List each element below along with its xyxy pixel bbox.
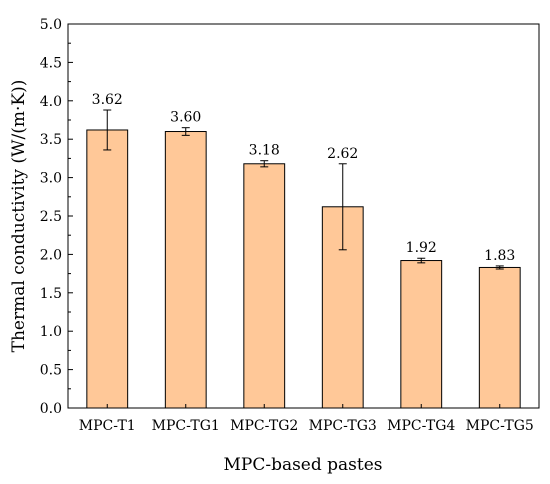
bars: 3.62 3.60 3.18 2.62 1.92 1.83	[86, 92, 521, 409]
category-labels: MPC-T1 MPC-TG1 MPC-TG2 MPC-TG3 MPC-TG4 MPC-TG…	[79, 404, 534, 434]
bar-mpc-t1	[86, 129, 129, 409]
data-label: 3.62	[92, 92, 123, 108]
error-bar	[181, 127, 190, 136]
data-label: 3.18	[249, 143, 280, 159]
data-label: 2.62	[327, 146, 358, 162]
y-axis-ticks: 0.0 0.5 1.0 1.5 2.0 2.5 3.0 3.5 4.0 4.5 5.0	[40, 17, 73, 417]
y-tick-label: 4.5	[40, 55, 62, 71]
bar-mpc-tg5	[478, 266, 521, 409]
bar-mpc-tg2	[243, 163, 286, 409]
plot-frame	[67, 23, 540, 409]
y-tick-label: 1.0	[40, 324, 62, 340]
error-bar	[338, 163, 347, 251]
category-label: MPC-T1	[79, 418, 136, 434]
y-tick-label: 0.5	[40, 363, 62, 379]
category-label: MPC-TG2	[230, 418, 298, 434]
category-label: MPC-TG4	[387, 418, 455, 434]
error-bar	[103, 109, 112, 151]
data-label: 3.60	[170, 110, 201, 126]
error-bar	[417, 257, 426, 264]
category-label: MPC-TG1	[152, 418, 220, 434]
bar-mpc-tg4	[400, 260, 443, 409]
y-axis-title: Thermal conductivity (W/(m·K))	[9, 80, 29, 353]
category-label: MPC-TG3	[309, 418, 377, 434]
data-label: 1.83	[484, 248, 515, 264]
y-tick-label: 3.5	[40, 132, 62, 148]
data-label: 1.92	[406, 240, 437, 256]
y-tick-label: 2.5	[40, 209, 62, 225]
y-tick-label: 5.0	[40, 17, 62, 33]
y-tick-label: 1.5	[40, 286, 62, 302]
bar-mpc-tg1	[164, 131, 207, 409]
x-axis-title: MPC-based pastes	[223, 455, 382, 475]
error-bar	[260, 160, 269, 168]
y-tick-label: 3.0	[40, 171, 62, 187]
y-tick-label: 2.0	[40, 247, 62, 263]
y-tick-label: 0.0	[40, 401, 62, 417]
category-label: MPC-TG5	[466, 418, 534, 434]
error-bar	[495, 265, 504, 270]
y-tick-label: 4.0	[40, 94, 62, 110]
